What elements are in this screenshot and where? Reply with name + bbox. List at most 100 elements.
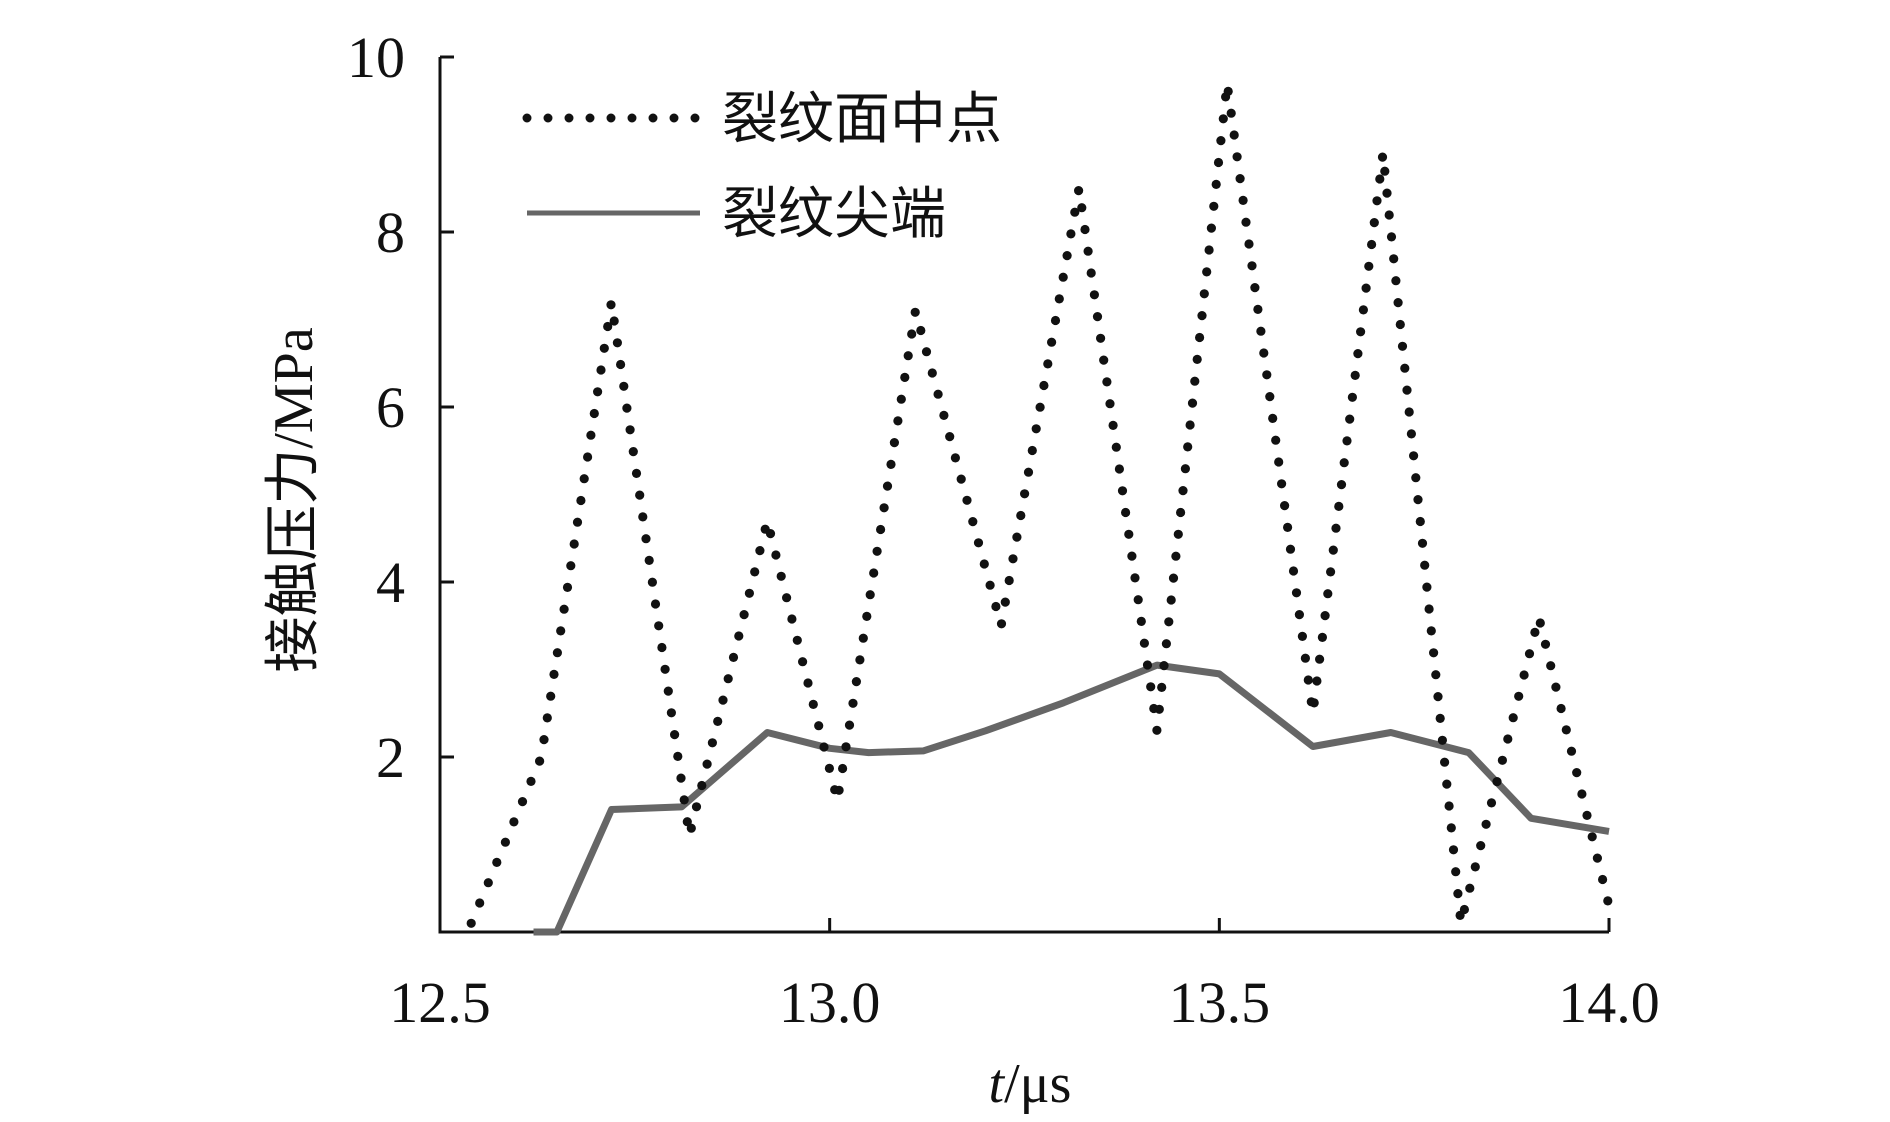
data-point bbox=[1320, 611, 1330, 621]
data-point bbox=[1424, 604, 1434, 614]
data-point bbox=[1164, 617, 1174, 627]
data-point bbox=[1176, 507, 1186, 518]
data-point bbox=[1524, 649, 1535, 659]
data-point bbox=[1096, 333, 1106, 343]
data-point bbox=[927, 368, 937, 378]
data-point bbox=[670, 730, 680, 740]
data-point bbox=[1448, 845, 1459, 855]
data-point bbox=[973, 538, 984, 548]
data-point bbox=[492, 857, 502, 868]
data-point bbox=[1486, 798, 1497, 808]
data-point bbox=[1154, 704, 1164, 714]
data-point bbox=[552, 648, 563, 658]
data-point bbox=[1178, 486, 1188, 496]
x-axis-title: t/μs bbox=[989, 1053, 1072, 1115]
data-point bbox=[879, 503, 889, 513]
data-point bbox=[1309, 698, 1319, 708]
data-point bbox=[1197, 311, 1207, 321]
data-point bbox=[939, 410, 949, 420]
data-point bbox=[1391, 276, 1401, 286]
data-point bbox=[1323, 589, 1333, 599]
data-point bbox=[576, 495, 586, 506]
data-point bbox=[559, 604, 569, 614]
data-point bbox=[1331, 523, 1341, 533]
data-point bbox=[1166, 595, 1176, 605]
data-point bbox=[798, 657, 808, 667]
data-point bbox=[1508, 713, 1518, 723]
data-point bbox=[1235, 174, 1245, 184]
data-point bbox=[886, 459, 896, 469]
data-point bbox=[657, 642, 667, 653]
data-point bbox=[1146, 682, 1156, 692]
data-point bbox=[1347, 392, 1357, 402]
data-point bbox=[803, 678, 813, 688]
data-point bbox=[500, 837, 510, 847]
data-point bbox=[765, 529, 776, 539]
data-point bbox=[979, 559, 989, 569]
data-point bbox=[1572, 768, 1582, 778]
data-point bbox=[466, 918, 476, 928]
data-point bbox=[1136, 616, 1146, 627]
data-point bbox=[1229, 130, 1239, 140]
data-point bbox=[1183, 442, 1193, 452]
data-point bbox=[1476, 841, 1486, 851]
data-point bbox=[1047, 337, 1057, 347]
data-point bbox=[916, 325, 926, 336]
data-point bbox=[1241, 217, 1251, 227]
data-point bbox=[650, 599, 661, 609]
data-point bbox=[1294, 610, 1304, 620]
data-point bbox=[1070, 207, 1080, 217]
data-point bbox=[755, 546, 765, 556]
data-point bbox=[1503, 734, 1513, 744]
data-point bbox=[1271, 435, 1281, 445]
data-point bbox=[1470, 862, 1480, 872]
data-point bbox=[841, 742, 851, 752]
data-point bbox=[1244, 239, 1254, 249]
data-point bbox=[1342, 436, 1352, 446]
data-point bbox=[869, 568, 879, 578]
data-point bbox=[1345, 414, 1355, 424]
data-point bbox=[1074, 186, 1084, 196]
y-tick-label: 10 bbox=[347, 25, 405, 90]
data-point bbox=[962, 495, 972, 505]
data-point bbox=[1406, 429, 1416, 439]
data-point bbox=[686, 823, 696, 833]
data-point bbox=[1453, 889, 1463, 899]
series-layer bbox=[466, 86, 1613, 936]
data-point bbox=[509, 817, 519, 827]
data-point bbox=[647, 577, 658, 587]
data-point bbox=[673, 751, 683, 762]
data-point bbox=[1582, 810, 1592, 821]
data-point bbox=[1262, 370, 1272, 380]
data-point bbox=[1372, 196, 1382, 206]
data-point bbox=[483, 878, 493, 888]
data-point bbox=[1353, 349, 1363, 359]
data-point bbox=[1451, 867, 1461, 877]
data-point bbox=[1077, 203, 1087, 213]
data-point bbox=[1265, 392, 1275, 402]
data-point bbox=[593, 387, 603, 397]
data-point bbox=[1446, 823, 1456, 833]
data-point bbox=[1066, 229, 1076, 239]
data-point bbox=[945, 432, 955, 442]
data-point bbox=[1152, 725, 1162, 735]
data-point bbox=[1274, 457, 1284, 467]
data-point bbox=[569, 539, 579, 549]
data-point bbox=[1268, 413, 1278, 423]
data-point bbox=[718, 695, 728, 705]
data-point bbox=[1008, 554, 1018, 564]
data-point bbox=[1358, 305, 1368, 315]
data-point bbox=[654, 621, 664, 631]
data-point bbox=[1020, 489, 1030, 499]
data-point bbox=[1440, 757, 1450, 767]
data-point bbox=[1315, 654, 1325, 664]
data-point bbox=[1173, 529, 1183, 539]
data-point bbox=[713, 716, 723, 727]
data-point bbox=[1422, 582, 1432, 592]
x-tick-label: 14.0 bbox=[1558, 970, 1660, 1035]
data-point bbox=[707, 738, 718, 748]
data-point bbox=[787, 614, 797, 624]
data-point bbox=[1259, 348, 1269, 358]
data-point bbox=[1328, 545, 1338, 555]
data-point bbox=[1099, 355, 1109, 365]
